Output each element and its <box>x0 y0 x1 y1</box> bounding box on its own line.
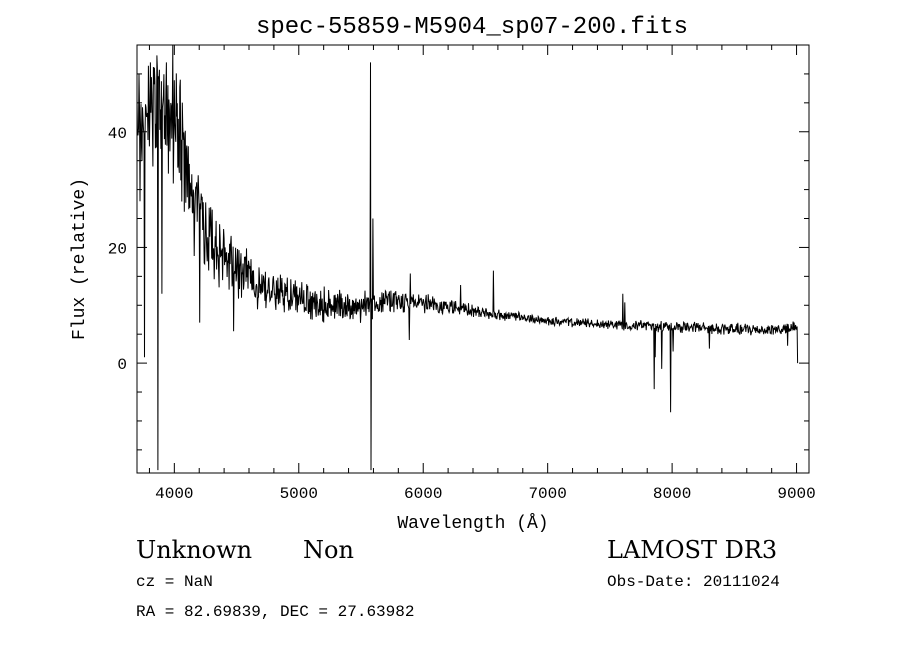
y-axis-label: Flux (relative) <box>70 178 90 340</box>
redshift-cz: cz = NaN <box>136 573 213 591</box>
object-class: Unknown <box>136 536 253 564</box>
x-tick-label: 4000 <box>155 485 193 503</box>
x-tick-label: 9000 <box>777 485 815 503</box>
tick-labels: 4000 5000 6000 7000 8000 9000 0 20 40 <box>108 125 816 503</box>
x-axis-label: Wavelength (Å) <box>397 513 548 534</box>
chart-title: spec-55859-M5904_sp07-200.fits <box>256 14 688 41</box>
ra-dec-coordinates: RA = 82.69839, DEC = 27.63982 <box>136 603 415 621</box>
y-tick-label: 0 <box>117 356 127 374</box>
y-tick-label: 40 <box>108 125 127 143</box>
spectrum-series-line <box>136 44 799 471</box>
observation-date: Obs-Date: 20111024 <box>607 573 780 591</box>
tick-marks <box>137 45 809 473</box>
x-tick-label: 5000 <box>280 485 318 503</box>
x-tick-label: 7000 <box>528 485 566 503</box>
x-tick-label: 8000 <box>653 485 691 503</box>
object-subclass: Non <box>303 536 354 564</box>
x-tick-label: 6000 <box>404 485 442 503</box>
survey-name: LAMOST DR3 <box>607 536 778 564</box>
y-tick-label: 20 <box>108 240 127 258</box>
